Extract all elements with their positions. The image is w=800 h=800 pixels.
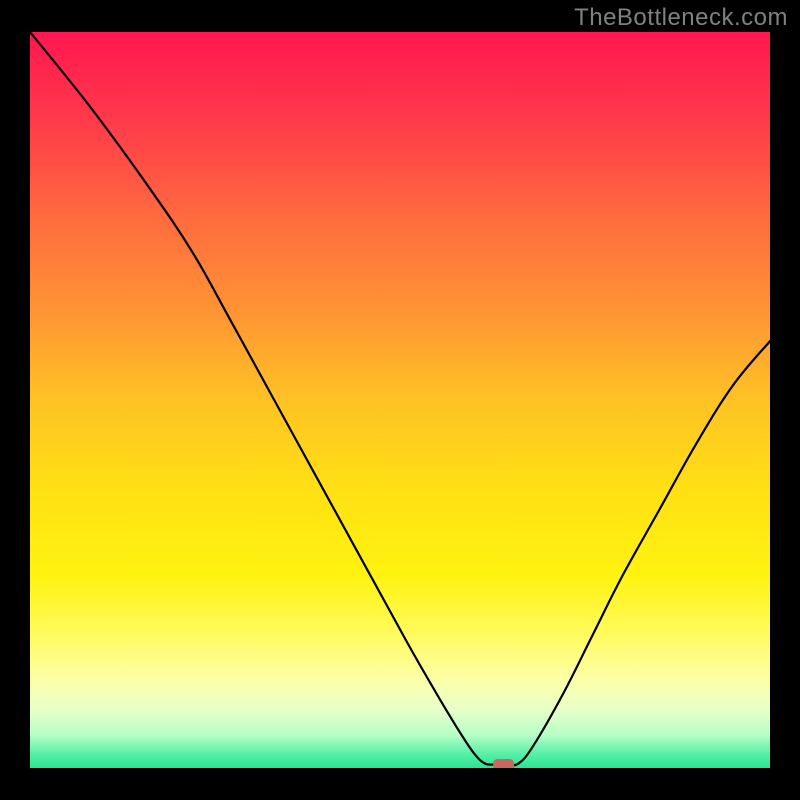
plot-area	[30, 32, 770, 768]
optimum-marker	[494, 760, 514, 768]
bottleneck-curve-chart	[30, 32, 770, 768]
chart-page: TheBottleneck.com	[0, 0, 800, 800]
gradient-background	[30, 32, 770, 768]
watermark-text: TheBottleneck.com	[574, 4, 788, 32]
